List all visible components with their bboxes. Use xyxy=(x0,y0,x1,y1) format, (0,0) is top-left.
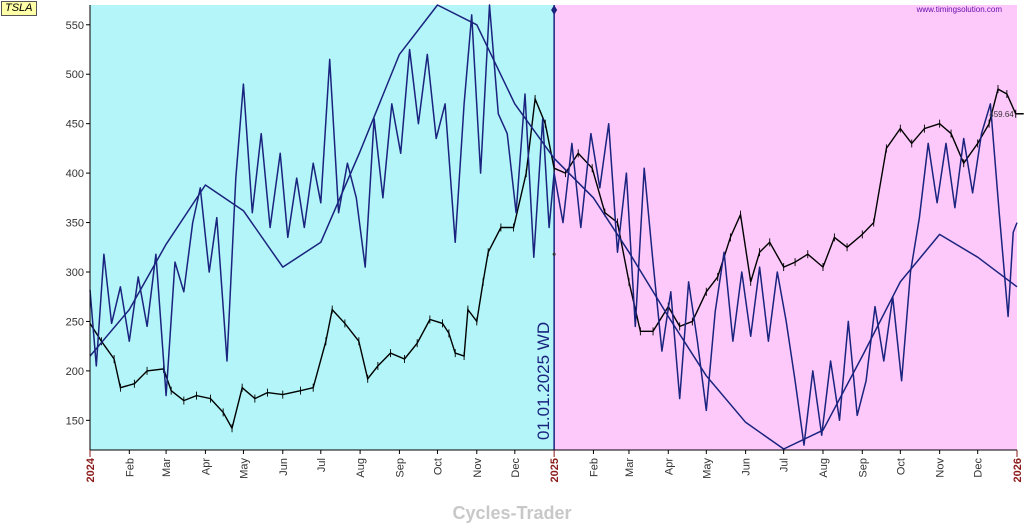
x-tick-label: Dec xyxy=(973,458,985,478)
x-tick-label: Feb xyxy=(588,458,600,477)
ticker-label: TSLA xyxy=(1,1,37,16)
x-tick-label-year: 2025 xyxy=(549,458,561,482)
x-tick-label: Nov xyxy=(935,458,947,478)
x-tick-label: May xyxy=(701,458,713,479)
y-tick-label: 400 xyxy=(66,168,84,180)
x-tick-label: Apr xyxy=(663,458,675,475)
y-tick-label: 350 xyxy=(66,218,84,230)
x-tick-label: Sep xyxy=(857,458,869,478)
history-region xyxy=(90,5,555,450)
short-cycle-line xyxy=(89,4,1018,446)
x-tick-label: Aug xyxy=(355,458,367,478)
y-tick-label: 200 xyxy=(66,366,84,378)
x-tick-label: Feb xyxy=(124,458,136,477)
watermark: www.timingsolution.com xyxy=(916,5,1003,14)
projection-region xyxy=(554,5,1017,450)
x-tick-label: Apr xyxy=(200,458,212,475)
x-tick-label: Jun xyxy=(741,458,753,476)
chart-marks: 01.01.2025 WD 459.64 xyxy=(89,4,1024,450)
footer-title: Cycles-Trader xyxy=(452,503,572,523)
y-tick-label: 150 xyxy=(66,415,84,427)
x-tick-label: Mar xyxy=(161,458,173,477)
x-tick-label: Nov xyxy=(472,458,484,478)
x-tick-label: Mar xyxy=(624,458,636,477)
divider-marker-dot xyxy=(552,252,556,256)
y-tick-label: 550 xyxy=(66,20,84,32)
x-tick-label-year: 2024 xyxy=(85,457,97,482)
x-tick-label: Aug xyxy=(818,458,830,478)
last-price-label: 459.64 xyxy=(989,110,1014,119)
x-tick-label: May xyxy=(238,458,250,479)
x-tick-label-year: 2026 xyxy=(1012,458,1024,482)
y-tick-label: 500 xyxy=(66,69,84,81)
x-tick-label: Jul xyxy=(779,458,791,472)
x-tick-label: Oct xyxy=(432,458,444,475)
chart-axes: 150 200 250 300 350 400 450 500 550 2024 Feb Mar Apr… xyxy=(66,5,1024,482)
divider-label: 01.01.2025 WD xyxy=(534,322,553,440)
x-tick-label: Jul xyxy=(316,458,328,472)
x-tick-label: Dec xyxy=(510,458,522,478)
y-tick-label: 300 xyxy=(66,267,84,279)
y-tick-label: 250 xyxy=(66,316,84,328)
long-cycle-line xyxy=(89,4,1018,450)
x-tick-label: Sep xyxy=(394,458,406,478)
x-tick-label: Jun xyxy=(278,458,290,476)
divider-marker-top xyxy=(551,5,558,15)
x-tick-label: Oct xyxy=(895,458,907,475)
y-tick-label: 450 xyxy=(66,119,84,131)
